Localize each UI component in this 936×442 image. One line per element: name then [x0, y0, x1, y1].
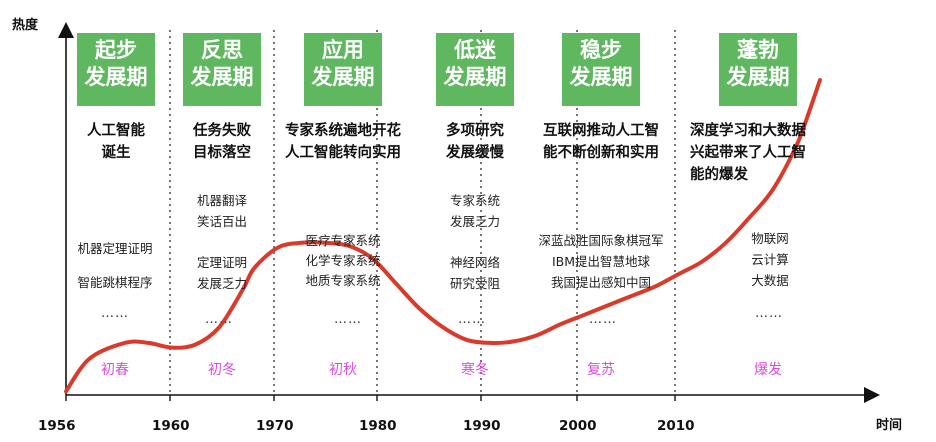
phase-headline-pengbo: 深度学习和大数据 兴起带来了人工智 能的爆发: [690, 123, 806, 183]
phase-headline-fansi: 任务失败 目标落空: [193, 123, 251, 161]
phase-badge-fansi: 反思 发展期: [183, 33, 261, 106]
x-tick-label-2010: 2010: [657, 418, 695, 434]
phase-badge-yingyong: 应用 发展期: [304, 33, 382, 106]
phase-details-qibu: 机器定理证明 智能跳棋程序: [77, 241, 153, 290]
season-label-chuchun: 初春: [101, 362, 129, 378]
phase-ellipsis-yingyong: ……: [334, 312, 362, 327]
phase-details-dimi-2: 神经网络 研究受阻: [449, 255, 500, 291]
season-label-baofa: 爆发: [754, 362, 782, 378]
phase-headline-yingyong: 专家系统遍地开花 人工智能转向实用: [285, 123, 401, 161]
phase-ellipsis-fansi: ……: [205, 312, 233, 327]
x-tick-label-1956: 1956: [38, 418, 76, 434]
season-label-chuqiu: 初秋: [329, 362, 357, 378]
heat-curve-series-0: [64, 78, 822, 394]
phase-headline-qibu: 人工智能 诞生: [87, 123, 145, 161]
phase-details-pengbo: 物联网 云计算 大数据: [751, 231, 789, 288]
phase-badge-qibu: 起步 发展期: [77, 33, 155, 106]
x-tick-label-1960: 1960: [152, 418, 190, 434]
x-tick-label-1970: 1970: [256, 418, 294, 434]
x-tick-label-1990: 1990: [463, 418, 501, 434]
season-label-fusu: 复苏: [587, 362, 615, 378]
phase-ellipsis-dimi: ……: [458, 312, 486, 327]
season-label-handong: 寒冬: [461, 362, 489, 378]
x-axis-title: 时间: [876, 418, 903, 433]
x-tick-label-1980: 1980: [359, 418, 397, 434]
phase-details-dimi-1: 专家系统 发展乏力: [449, 193, 500, 229]
x-tick-label-2000: 2000: [559, 418, 597, 434]
phase-details-wenbu: 深蓝战胜国际象棋冠军 IBM提出智慧地球 我国提出感知中国: [538, 233, 664, 290]
phase-details-fansi-1: 机器翻译 笑话百出: [196, 193, 247, 229]
phase-badge-wenbu: 稳步 发展期: [562, 33, 640, 106]
phase-details-fansi-2: 定理证明 发展乏力: [196, 255, 247, 291]
phase-badge-pengbo: 蓬勃 发展期: [719, 33, 797, 106]
season-label-chudong: 初冬: [208, 362, 236, 378]
phase-headline-dimi: 多项研究 发展缓慢: [446, 123, 504, 161]
y-axis-title: 热度: [12, 18, 39, 33]
phase-ellipsis-pengbo: ……: [755, 306, 783, 321]
phase-details-yingyong: 医疗专家系统 化学专家系统 地质专家系统: [305, 233, 381, 288]
phase-ellipsis-wenbu: ……: [589, 312, 617, 327]
phase-ellipsis-qibu: ……: [101, 306, 129, 321]
phase-badge-dimi: 低迷 发展期: [436, 33, 514, 106]
phase-headline-wenbu: 互联网推动人工智 能不断创新和实用: [543, 123, 659, 161]
